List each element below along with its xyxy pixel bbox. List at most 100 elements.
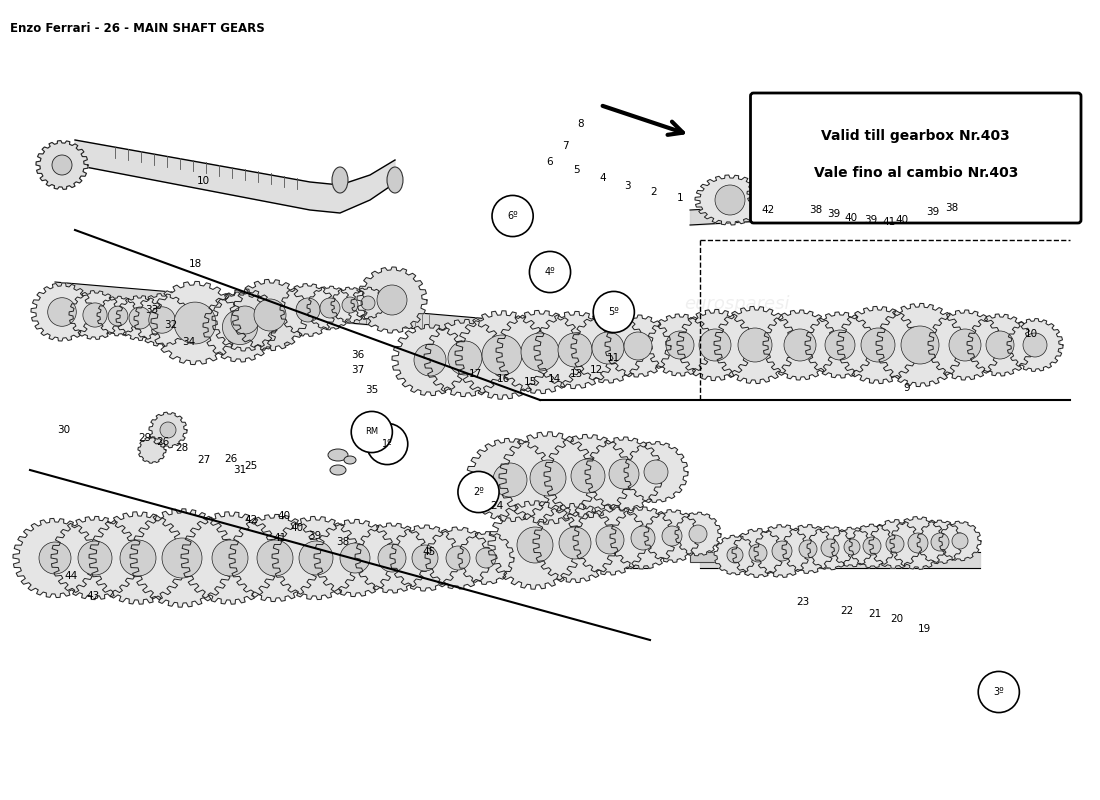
Circle shape [320,298,340,318]
Polygon shape [647,314,713,376]
Polygon shape [355,523,429,593]
Text: RM: RM [365,427,378,437]
Polygon shape [69,290,121,339]
Circle shape [609,459,639,489]
Circle shape [715,185,745,215]
Circle shape [784,329,816,361]
Polygon shape [138,437,166,463]
Polygon shape [807,526,852,570]
Circle shape [52,155,72,175]
Text: 38: 38 [945,203,958,213]
Circle shape [886,535,904,553]
Text: 26: 26 [224,454,238,464]
Bar [690,552,745,562]
Polygon shape [571,313,645,383]
Circle shape [593,291,635,333]
Text: 29: 29 [139,434,152,443]
Text: 23: 23 [796,597,810,606]
Polygon shape [31,283,94,341]
Text: 36: 36 [351,350,364,360]
Text: eurosparesi: eurosparesi [684,295,790,313]
Text: 25: 25 [244,461,257,470]
Circle shape [978,671,1020,713]
Text: 24: 24 [491,501,504,510]
Circle shape [492,195,534,237]
Polygon shape [610,507,676,569]
Circle shape [864,537,881,555]
Circle shape [47,298,76,326]
Polygon shape [1006,318,1063,371]
Circle shape [529,251,571,293]
Circle shape [851,166,886,200]
Polygon shape [331,287,368,322]
Text: 12: 12 [590,365,603,374]
Circle shape [299,541,333,575]
Polygon shape [280,284,336,336]
Text: 4º: 4º [544,267,556,277]
Circle shape [631,526,654,550]
Circle shape [231,306,258,334]
Polygon shape [51,517,139,600]
Circle shape [986,331,1014,359]
Polygon shape [939,522,981,561]
Circle shape [342,297,358,313]
Text: 8: 8 [578,119,584,129]
Circle shape [799,540,817,558]
Polygon shape [229,514,321,602]
Circle shape [949,329,981,361]
Polygon shape [307,286,353,330]
Text: 21: 21 [868,610,881,619]
Polygon shape [858,142,962,214]
Polygon shape [827,154,909,213]
Circle shape [222,310,257,345]
Circle shape [799,179,821,201]
Polygon shape [747,174,803,214]
Ellipse shape [332,167,348,193]
Circle shape [340,543,370,573]
Polygon shape [928,310,1002,380]
Circle shape [952,533,968,549]
Circle shape [727,547,742,563]
Text: 10: 10 [1025,330,1038,339]
Polygon shape [714,535,756,574]
Circle shape [530,460,566,496]
Polygon shape [488,501,582,589]
Polygon shape [534,503,617,582]
Circle shape [458,471,499,513]
Polygon shape [732,529,784,578]
Circle shape [78,541,112,575]
Text: 30: 30 [57,426,70,435]
Polygon shape [849,524,895,568]
Ellipse shape [330,465,346,475]
Circle shape [521,333,559,371]
Text: Vale fino al cambio Nr.403: Vale fino al cambio Nr.403 [814,166,1018,180]
Ellipse shape [344,456,356,464]
Text: 35: 35 [365,386,378,395]
Circle shape [749,544,767,562]
Polygon shape [151,282,239,365]
Circle shape [901,326,939,364]
Polygon shape [392,325,468,395]
Polygon shape [496,310,584,394]
Polygon shape [890,517,946,570]
Circle shape [825,174,851,200]
Text: 39: 39 [926,207,939,217]
Text: 33: 33 [145,306,158,315]
Circle shape [666,331,694,359]
Circle shape [82,303,107,327]
Polygon shape [36,141,88,190]
Circle shape [738,328,772,362]
Polygon shape [585,437,663,511]
Text: 40: 40 [895,215,909,225]
Circle shape [596,526,624,554]
Text: 4: 4 [600,173,606,182]
Circle shape [763,182,786,206]
Circle shape [446,546,470,570]
Polygon shape [830,527,873,566]
Circle shape [296,298,320,322]
Polygon shape [204,292,277,362]
Polygon shape [837,306,918,383]
Circle shape [39,542,72,574]
Circle shape [644,460,668,484]
Circle shape [1023,333,1047,357]
